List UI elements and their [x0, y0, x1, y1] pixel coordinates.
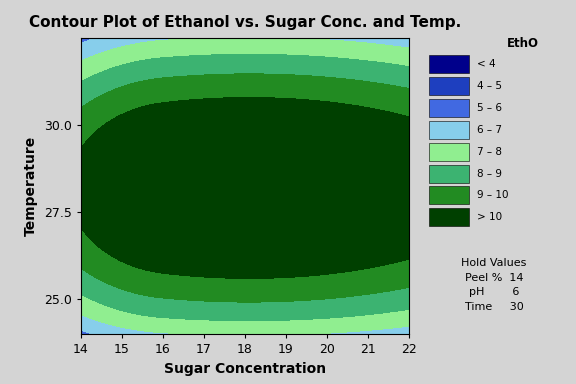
Text: 6 – 7: 6 – 7: [477, 124, 502, 134]
Bar: [429, 77, 468, 95]
Bar: [429, 99, 468, 117]
Y-axis label: Temperature: Temperature: [24, 136, 38, 237]
Text: 4 – 5: 4 – 5: [477, 81, 502, 91]
Bar: [429, 55, 468, 73]
Text: EthO: EthO: [507, 37, 539, 50]
Title: Contour Plot of Ethanol vs. Sugar Conc. and Temp.: Contour Plot of Ethanol vs. Sugar Conc. …: [29, 15, 461, 30]
X-axis label: Sugar Concentration: Sugar Concentration: [164, 362, 326, 376]
Bar: [429, 209, 468, 227]
Text: < 4: < 4: [477, 59, 495, 69]
Bar: [429, 121, 468, 139]
Text: > 10: > 10: [477, 212, 502, 222]
Text: 8 – 9: 8 – 9: [477, 169, 502, 179]
Text: 7 – 8: 7 – 8: [477, 147, 502, 157]
Text: 9 – 10: 9 – 10: [477, 190, 509, 200]
Bar: [429, 164, 468, 182]
Text: Hold Values
Peel %  14
pH        6
Time     30: Hold Values Peel % 14 pH 6 Time 30: [461, 258, 526, 312]
Bar: [429, 142, 468, 161]
Text: 5 – 6: 5 – 6: [477, 103, 502, 113]
Bar: [429, 187, 468, 205]
